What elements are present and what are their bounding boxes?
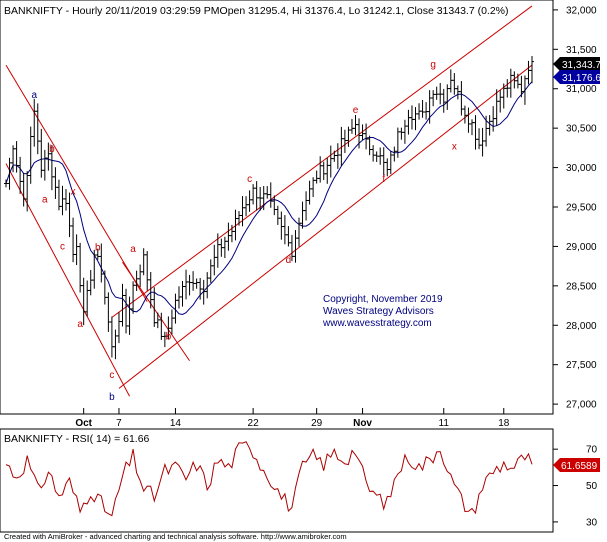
wave-label: c (60, 242, 65, 253)
rsi-tick-label: 30 (586, 517, 598, 528)
price-x-axis: Oct 7 14 22 29 Nov 11 18 (75, 408, 510, 429)
price-bar (530, 56, 534, 84)
channel-diagonal (122, 261, 190, 362)
wave-label: a (77, 319, 83, 330)
wave-label: b (95, 242, 101, 253)
rsi-panel-frame (0, 428, 554, 533)
y-tick-label: 31,000 (566, 84, 597, 95)
chart-title: BANKNIFTY - Hourly 20/11/2019 03:29:59 P… (4, 5, 509, 17)
moving-average-line (5, 81, 533, 316)
y-tick-label: 32,000 (566, 5, 597, 16)
wave-label: c (109, 370, 114, 381)
y-tick-label: 28,000 (566, 321, 597, 332)
x-tick-label: 11 (439, 418, 450, 429)
wave-label: b (166, 331, 172, 342)
wave-label: a (42, 194, 48, 205)
y-tick-label: 30,500 (566, 124, 597, 135)
y-tick-label: 31,500 (566, 45, 597, 56)
rsi-tick-label: 50 (586, 481, 598, 492)
channel-up-lower (118, 64, 533, 389)
wave-label: d (286, 255, 292, 266)
wave-label: c (247, 174, 252, 185)
y-tick-label: 29,500 (566, 203, 597, 214)
footer-credit: Created with AmiBroker - advanced charti… (4, 532, 347, 541)
wave-label: f (382, 174, 385, 185)
price-y-axis: 32,000 31,500 31,000 30,500 30,000 29,500 29,0… (553, 5, 597, 411)
moving-average (5, 81, 533, 316)
close-price-label: 31,343.7 (562, 60, 601, 71)
rsi-title: BANKNIFTY - RSI( 14) = 61.66 (4, 433, 150, 445)
x-tick-label: 29 (311, 418, 323, 429)
rsi-panel: 70 50 30 BANKNIFTY - RSI( 14) = 61.66 61.6… (0, 428, 600, 533)
y-tick-label: 30,000 (566, 163, 597, 174)
channel-up-upper (111, 5, 533, 318)
rsi-line (5, 441, 533, 517)
price-bars (4, 56, 534, 360)
close-price-badge: 31,343.7 (553, 57, 601, 71)
rsi-tick-label: 70 (586, 445, 598, 456)
y-tick-label: 29,000 (566, 242, 597, 253)
watermark-line-2: Waves Strategy Advisors (323, 306, 434, 317)
x-tick-label: Nov (353, 418, 372, 429)
rsi-series-line (5, 441, 533, 517)
x-tick-label: 7 (116, 418, 122, 429)
channel-lines (5, 5, 533, 397)
wave-label: g (430, 59, 436, 70)
x-tick-label: 18 (498, 418, 510, 429)
watermark-line-1: Copyright, November 2019 (323, 294, 443, 305)
rsi-y-axis: 70 50 30 (553, 445, 598, 528)
x-tick-label: 14 (170, 418, 182, 429)
ma-value-label: 31,176.6 (562, 73, 601, 84)
y-tick-label: 28,500 (566, 281, 597, 292)
x-tick-label: Oct (75, 418, 92, 429)
wave-label: x (452, 141, 457, 152)
ma-value-badge: 31,176.6 (553, 70, 601, 84)
wave-label: a (31, 90, 37, 101)
watermark-line-3: www.wavesstrategy.com (322, 318, 432, 329)
channel-down-lower (5, 163, 130, 397)
wave-label: b (49, 144, 55, 155)
wave-label: b (109, 392, 115, 403)
channel-down-upper (5, 64, 148, 302)
wave-label: e (353, 105, 359, 116)
y-tick-label: 27,500 (566, 360, 597, 371)
wave-label: x (71, 186, 76, 197)
x-tick-label: 22 (248, 418, 260, 429)
wave-label: a (130, 244, 136, 255)
rsi-value-label: 61.6589 (561, 461, 598, 472)
rsi-value-badge: 61.6589 (553, 458, 600, 472)
y-tick-label: 27,000 (566, 400, 597, 411)
